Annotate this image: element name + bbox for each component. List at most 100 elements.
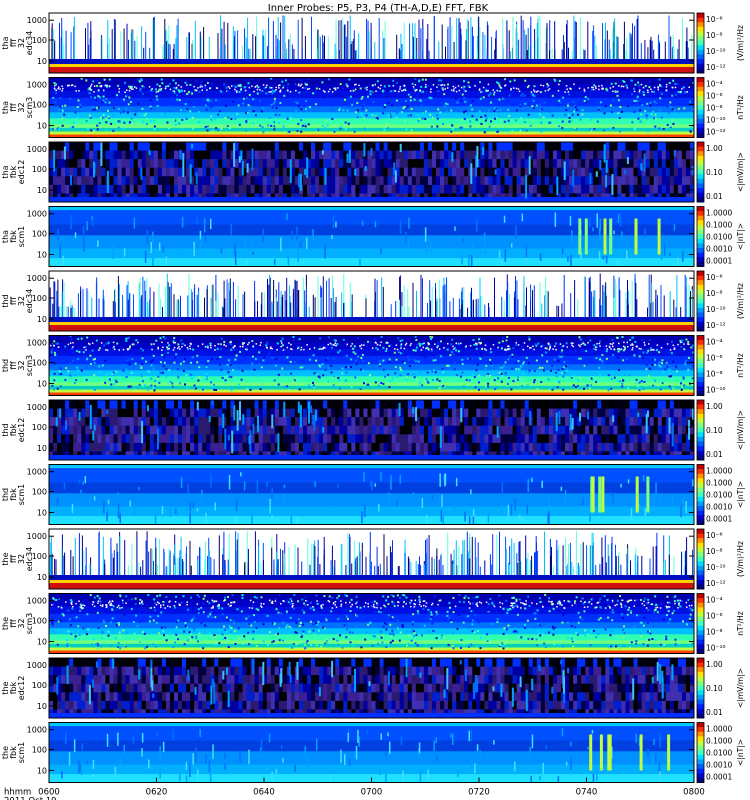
y-tick-label: 1000 — [27, 597, 47, 606]
y-tick-label: 10 — [37, 509, 47, 518]
colorbar-unit-label: nT²/Hz — [736, 95, 745, 120]
colorbar-tick-label: 1.00 — [706, 660, 723, 669]
colorbar-tick-label: 10⁻⁸ — [706, 289, 723, 298]
y-tick-label: 10 — [37, 186, 47, 195]
y-tick-label: 10 — [37, 380, 47, 389]
colorbar-tick-label: 0.01 — [706, 450, 723, 459]
panel-thd-edc34: 1000 100 10 thd fff 32 edc34 10⁻⁶ 10⁻⁸ 10⁻¹⁰ 10⁻¹²… — [1, 270, 745, 332]
y-tick-label: 100 — [32, 488, 47, 497]
colorbar-tick-label: 1.0000 — [706, 467, 732, 476]
y-tick-label: 1000 — [27, 468, 47, 477]
panel-ylabel: edc12 — [17, 418, 26, 443]
panel-the-edc12: 1000 100 10 the fbk edc12 1.00 0.10 0.01 <|mV/m|> — [1, 657, 745, 719]
panel-ylabel: fbk — [9, 230, 18, 243]
colorbar-tick-label: 10⁻⁶ — [706, 531, 723, 540]
colorbar-tick-label: 0.10 — [706, 168, 723, 177]
y-tick-label: 100 — [32, 165, 47, 174]
panel-ylabel: the — [1, 746, 10, 759]
colorbar-tick-label: 0.1000 — [706, 479, 732, 488]
panel-ylabel: thd — [1, 488, 10, 501]
colorbar: 1.00 0.10 0.01 <|mV/m|> — [696, 399, 745, 461]
y-tick-label: 10 — [37, 57, 47, 66]
panel-ylabel: fff — [9, 555, 18, 564]
panel-ylabel: 32 — [17, 360, 26, 370]
panel-ylabel: scm3 — [25, 97, 34, 118]
colorbar-tick-label: 0.0100 — [706, 491, 732, 500]
y-tick-label: 100 — [32, 681, 47, 690]
y-tick-label: 10 — [37, 444, 47, 453]
panel-ylabel: fbk — [9, 165, 18, 178]
panel-ylabel: tha — [1, 230, 10, 243]
colorbar-tick-label: 0.10 — [706, 426, 723, 435]
colorbar-tick-label: 10⁻⁴ — [706, 80, 723, 89]
spectrogram-body — [49, 658, 694, 718]
colorbar-unit-label: <|nT|> — [736, 739, 745, 766]
colorbar-tick-label: 10⁻⁸ — [706, 547, 723, 556]
colorbar: 1.00 0.10 0.01 <|mV/m|> — [696, 657, 745, 719]
y-tick-label: 1000 — [27, 339, 47, 348]
panel-ylabel: fff — [9, 103, 18, 112]
colorbar-tick-label: 10⁻⁸ — [706, 370, 723, 379]
panel-ylabel: fff — [9, 297, 18, 306]
colorbar-tick-label: 0.0100 — [706, 749, 732, 758]
colorbar-unit-label: <|mV/m|> — [736, 668, 745, 708]
colorbar: 10⁻⁴ 10⁻⁶ 10⁻⁸ 10⁻¹⁰ 10⁻¹² nT²/Hz — [696, 77, 745, 138]
panel-the-scm1: 1000 100 10 the fbk scm1 1.0000 0.1000 0.0100 0.0… — [1, 722, 745, 783]
colorbar-tick-label: 10⁻¹² — [706, 63, 726, 72]
panel-ylabel: tha — [1, 101, 10, 114]
colorbar-tick-label: 10⁻¹⁰ — [706, 563, 726, 572]
y-tick-label: 100 — [32, 230, 47, 239]
colorbar-tick-label: 10⁻⁶ — [706, 92, 723, 101]
colorbar-unit-label: <|mV/m|> — [736, 152, 745, 192]
y-tick-label: 1000 — [27, 403, 47, 412]
panel-ylabel: scm1 — [17, 742, 26, 763]
colorbar-unit-label: (V/m)²/Hz — [736, 283, 745, 319]
colorbar-tick-label: 10⁻¹⁰ — [706, 47, 726, 56]
panel-ylabel: fff — [9, 361, 18, 370]
panel-ylabel: scm1 — [17, 484, 26, 505]
panel-tha-edc34: 1000 100 10 tha fff 32 edc34 10⁻⁶ 10⁻⁸ 10⁻¹⁰ 10⁻¹²… — [1, 12, 745, 74]
panel-ylabel: 32 — [17, 554, 26, 564]
panel-ylabel: scm1 — [17, 226, 26, 247]
panel-thd-scm3: 1000 100 10 thd fff 32 scm3 10⁻⁴ 10⁻⁶ 10⁻⁸ 10⁻¹⁰ nT… — [1, 335, 745, 396]
panel-ylabel: the — [1, 552, 10, 565]
spectrogram-body — [49, 142, 694, 202]
y-tick-label: 10 — [37, 767, 47, 776]
colorbar-tick-label: 0.0010 — [706, 503, 732, 512]
panel-thd-edc12: 1000 100 10 thd fbk edc12 1.00 0.10 0.01 <|mV/m|> — [1, 399, 745, 461]
panel-the-scm3: 1000 100 10 the fff 32 scm3 10⁻⁴ 10⁻⁶ 10⁻⁸ 10⁻¹⁰ nT… — [1, 593, 745, 654]
colorbar-tick-label: 10⁻¹⁰ — [706, 116, 726, 125]
colorbar-tick-label: 10⁻¹⁰ — [706, 644, 726, 653]
colorbar-unit-label: <|nT|> — [736, 223, 745, 250]
panel-ylabel: fbk — [9, 423, 18, 436]
panel-ylabel: thd — [1, 359, 10, 372]
time-axis-label: hhmm — [4, 788, 31, 798]
panel-ylabel: thd — [1, 294, 10, 307]
colorbar: 1.0000 0.1000 0.0100 0.0010 0.0001 <|nT|> — [696, 206, 745, 267]
y-tick-label: 100 — [32, 294, 47, 303]
spectrogram-body — [49, 271, 694, 331]
panel-the-edc34: 1000 100 10 the fff 32 edc34 10⁻⁶ 10⁻⁸ 10⁻¹⁰ 10⁻¹²… — [1, 528, 745, 590]
date-label: 2011 Oct 19 — [4, 797, 57, 800]
colorbar-tick-label: 0.1000 — [706, 737, 732, 746]
colorbar-unit-label: <|nT|> — [736, 481, 745, 508]
spectrogram-body — [49, 593, 694, 654]
colorbar-unit-label: nT²/Hz — [736, 353, 745, 378]
panel-ylabel: edc34 — [25, 547, 34, 572]
colorbar-tick-label: 10⁻⁶ — [706, 273, 723, 282]
y-tick-label: 100 — [32, 617, 47, 626]
colorbar: 10⁻⁴ 10⁻⁶ 10⁻⁸ 10⁻¹⁰ nT²/Hz — [696, 335, 745, 396]
colorbar-tick-label: 0.10 — [706, 684, 723, 693]
colorbar: 1.0000 0.1000 0.0100 0.0010 0.0001 <|nT|> — [696, 722, 745, 783]
y-tick-label: 1000 — [27, 661, 47, 670]
panel-thd-scm1: 1000 100 10 thd fbk scm1 1.0000 0.1000 0.0100 0.0… — [1, 464, 745, 525]
colorbar-tick-label: 10⁻¹⁰ — [706, 386, 726, 395]
y-tick-label: 1000 — [27, 16, 47, 25]
spectrogram-body — [49, 13, 694, 73]
colorbar-tick-label: 0.1000 — [706, 221, 732, 230]
time-tick-label: 0620 — [146, 788, 168, 798]
panel-ylabel: edc34 — [25, 289, 34, 314]
